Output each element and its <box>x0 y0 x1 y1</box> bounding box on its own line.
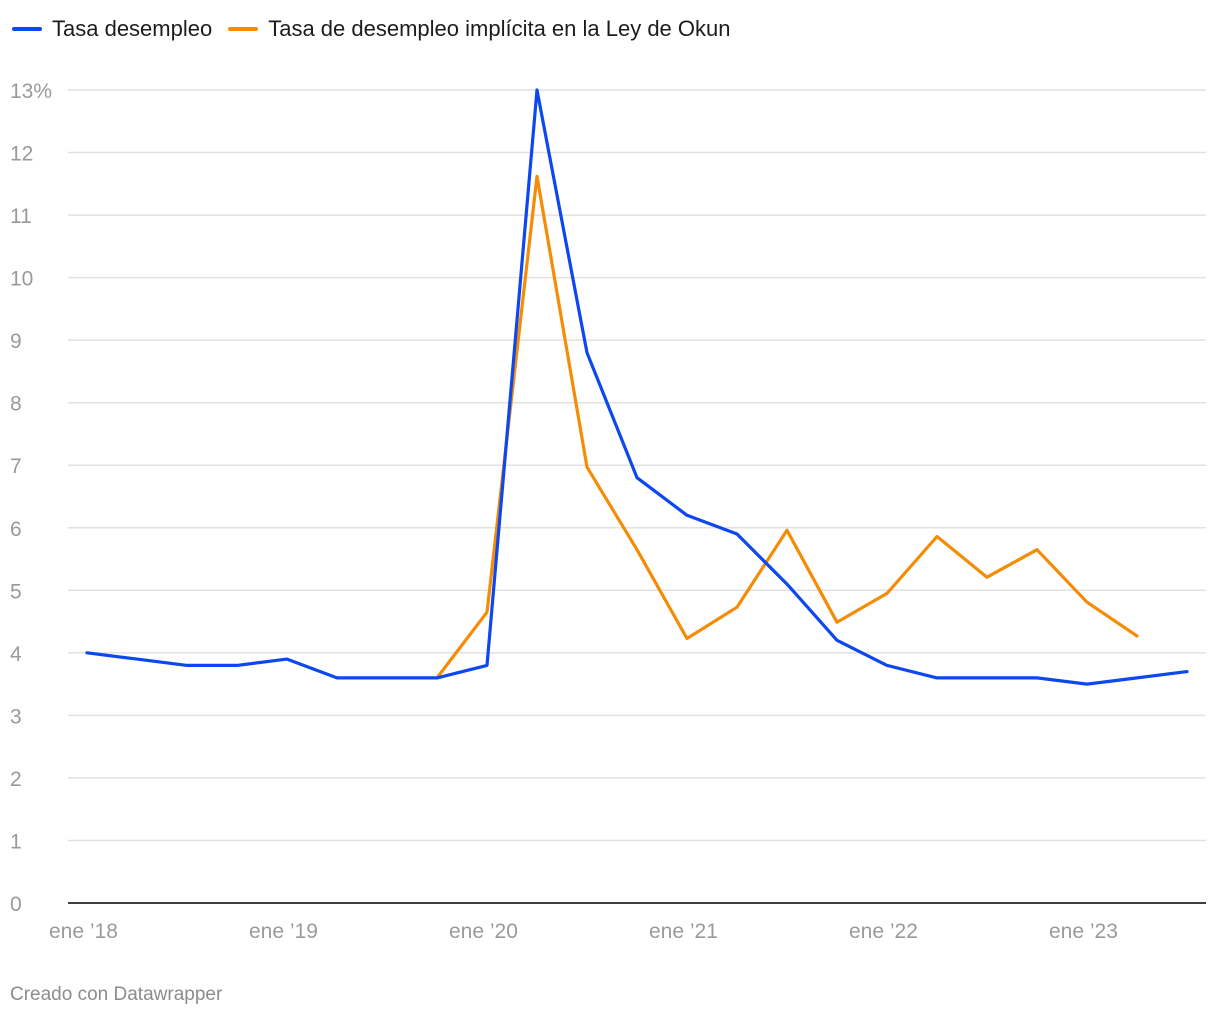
legend-label-unemployment: Tasa desempleo <box>52 16 213 41</box>
x-tick-label-2020-01: ene ’20 <box>449 920 518 943</box>
y-tick-label-4: 4 <box>10 643 22 666</box>
legend: Tasa desempleo Tasa de desempleo implíci… <box>12 16 747 42</box>
legend-swatch-okun <box>228 27 259 31</box>
y-tick-label-11: 11 <box>10 205 32 228</box>
y-tick-label-10: 10 <box>10 268 33 291</box>
footer-credit: Creado con Datawrapper <box>10 984 223 1005</box>
y-tick-label-13: 13% <box>10 80 52 103</box>
y-tick-label-3: 3 <box>10 705 22 728</box>
legend-swatch-unemployment <box>12 27 42 31</box>
y-tick-label-2: 2 <box>10 768 22 791</box>
y-tick-label-12: 12 <box>10 143 33 166</box>
x-tick-label-2019-01: ene ’19 <box>249 920 318 943</box>
legend-item-okun: Tasa de desempleo implícita en la Ley de… <box>228 16 731 42</box>
x-tick-label-2022-01: ene ’22 <box>849 920 918 943</box>
y-tick-label-8: 8 <box>10 393 22 416</box>
series-line-tasa-desempleo <box>85 88 1189 686</box>
y-tick-label-0: 0 <box>10 893 22 916</box>
legend-item-unemployment: Tasa desempleo <box>12 16 212 42</box>
y-tick-label-6: 6 <box>10 518 22 541</box>
y-tick-label-1: 1 <box>10 830 22 853</box>
x-tick-label-2021-01: ene ’21 <box>649 920 718 943</box>
x-tick-label-2023-01: ene ’23 <box>1049 920 1118 943</box>
series-line-okun <box>435 174 1139 680</box>
legend-label-okun: Tasa de desempleo implícita en la Ley de… <box>268 16 731 41</box>
y-tick-label-7: 7 <box>10 455 22 478</box>
y-tick-label-5: 5 <box>10 580 22 603</box>
x-tick-label-2018-01: ene ’18 <box>49 920 118 943</box>
y-tick-label-9: 9 <box>10 330 22 353</box>
